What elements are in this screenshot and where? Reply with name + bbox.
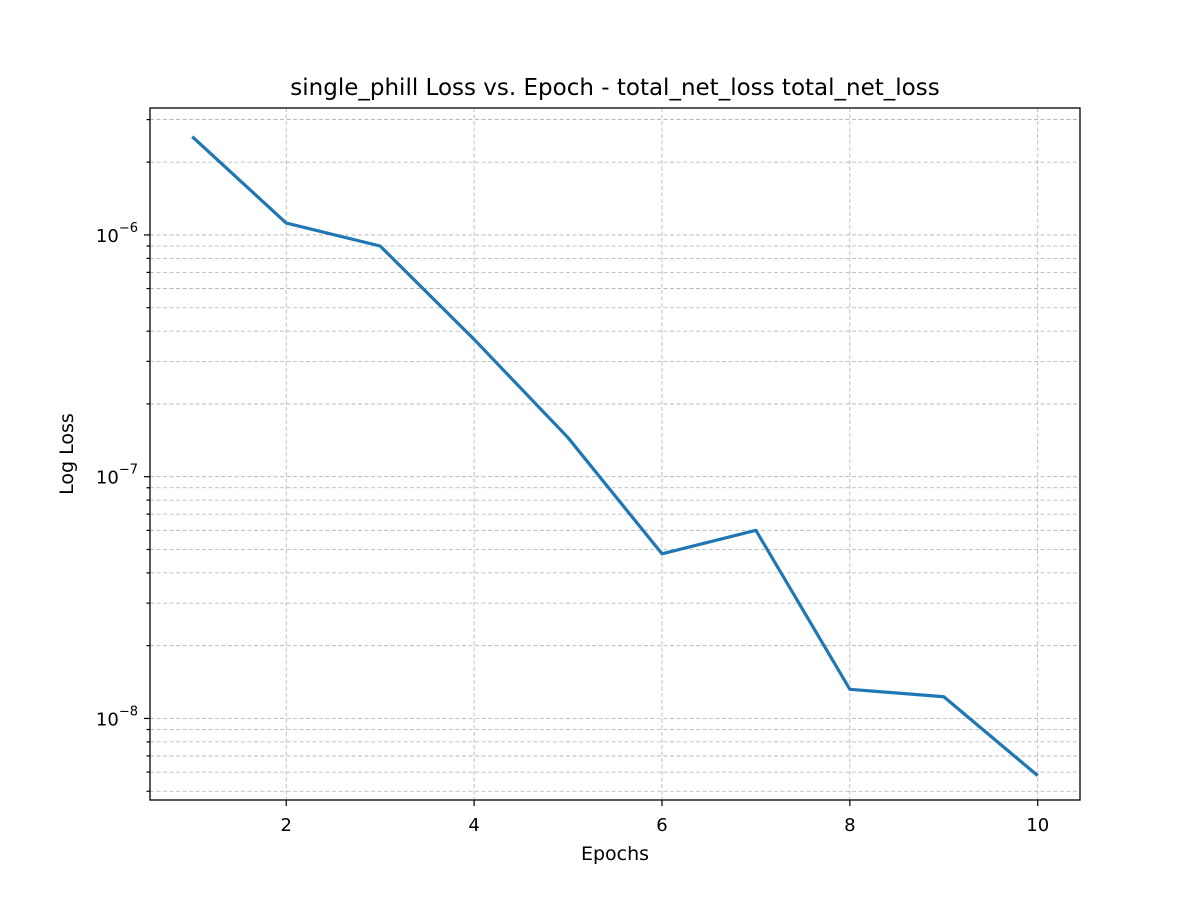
grid-lines <box>150 108 1080 800</box>
x-tick-label: 6 <box>656 815 667 836</box>
x-tick-label: 10 <box>1026 815 1049 836</box>
axis-ticks: 2 4 6 8 10 10−8 10−7 10−6 <box>96 118 1049 836</box>
series-line <box>191 135 1039 777</box>
y-axis-label: Log Loss <box>56 413 78 495</box>
y-tick-label: 10−6 <box>96 221 138 247</box>
x-axis-label: Epochs <box>581 843 649 865</box>
x-tick-label: 4 <box>468 815 479 836</box>
x-tick-label: 8 <box>844 815 855 836</box>
y-tick-label: 10−8 <box>96 704 138 730</box>
x-tick-label: 2 <box>280 815 291 836</box>
y-tick-label: 10−7 <box>96 463 138 489</box>
chart-title: single_phill Loss vs. Epoch - total_net_… <box>290 75 939 101</box>
series-layer <box>191 135 1039 777</box>
plot-frame <box>149 107 1081 801</box>
